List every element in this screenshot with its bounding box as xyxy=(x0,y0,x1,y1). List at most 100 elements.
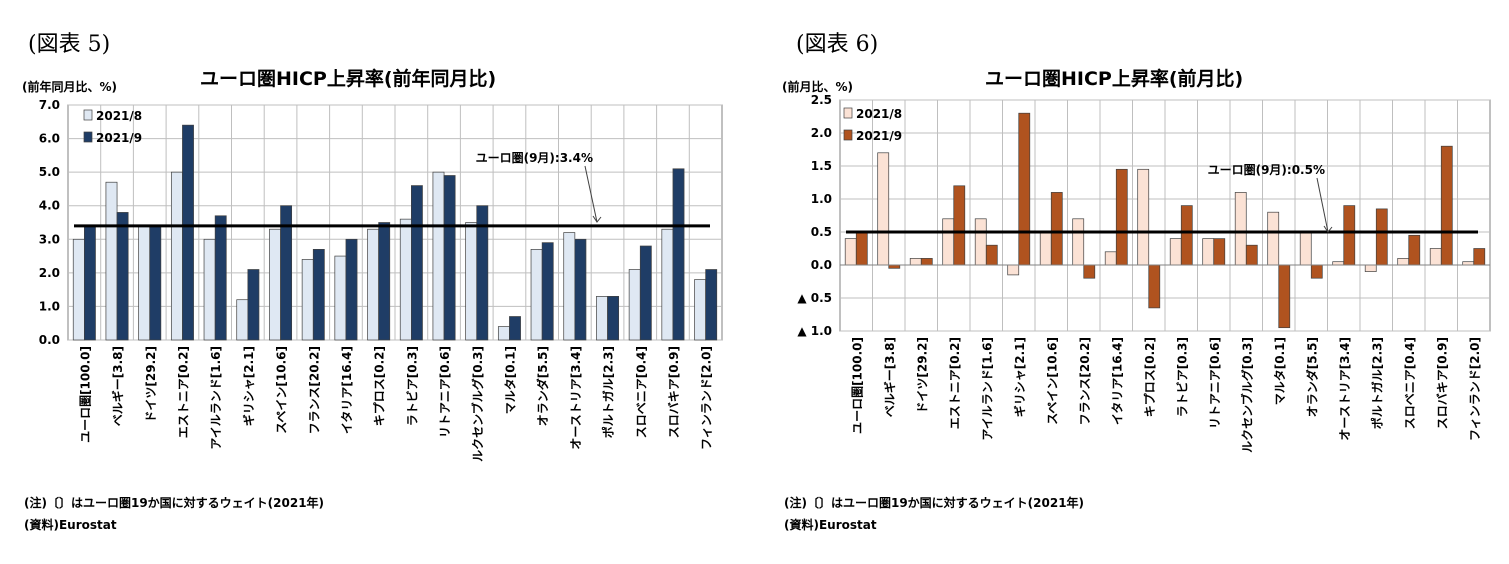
bar-series1 xyxy=(1072,218,1085,266)
bar-series2 xyxy=(1440,145,1453,266)
unit-label: (前月比、%) xyxy=(782,80,853,94)
bar-series2 xyxy=(639,245,652,341)
y-tick-label: 1.5 xyxy=(811,159,832,173)
bar-series2 xyxy=(705,269,718,341)
bar-series2 xyxy=(1083,264,1096,279)
x-tick-label: ポルトガル[2.3] xyxy=(1369,337,1384,429)
bar-series2 xyxy=(1375,208,1388,266)
bar-series1 xyxy=(628,269,641,341)
x-tick-label: ベルギー[3.8] xyxy=(882,337,897,417)
bar-series2 xyxy=(1115,168,1128,266)
legend-label: 2021/9 xyxy=(96,131,142,145)
bar-series1 xyxy=(1039,231,1052,266)
figure-label: (図表 6) xyxy=(796,32,879,57)
bar-series2 xyxy=(1278,264,1291,329)
x-tick-label: ドイツ[29.2] xyxy=(915,337,929,414)
x-tick-label: キプロス[0.2] xyxy=(1142,337,1157,417)
bar-series1 xyxy=(236,299,249,341)
bar-chart-yoy: 0.0 1.0 2.0 3.0 4.0 5.0 6.0 7.0 ユーロ圏(9月):3.4% 202… xyxy=(39,98,723,462)
bar-series1 xyxy=(269,228,281,341)
bar-series1 xyxy=(909,258,922,266)
x-tick-label: ポルトガル[2.3] xyxy=(601,346,616,438)
x-tick-label: オランダ[5.5] xyxy=(1304,337,1319,417)
figure-label: (図表 5) xyxy=(28,32,111,57)
bar-series1 xyxy=(974,218,987,266)
bar-series1 xyxy=(844,238,857,266)
x-tick-label: フランス[20.2] xyxy=(307,346,321,434)
x-tick-label: ベルギー[3.8] xyxy=(110,346,125,426)
legend-label: 2021/8 xyxy=(856,107,902,121)
bar-series1 xyxy=(1007,264,1020,276)
bar-series1 xyxy=(301,259,314,341)
bar-series2 xyxy=(1343,205,1356,266)
bar-series1 xyxy=(1364,264,1377,272)
bar-chart-mom: ▲ 1.0 ▲ 0.5 0.0 0.5 1.0 1.5 2.0 2.5 ユーロ圏(9月):0.5… xyxy=(797,93,1491,453)
x-tick-label: ユーロ圏[100.0] xyxy=(78,346,92,443)
bar-series1 xyxy=(596,296,608,341)
y-tick-label: 1.0 xyxy=(39,299,60,313)
bar-series2 xyxy=(1473,248,1486,266)
annotation-arrow xyxy=(1316,177,1329,233)
bar-series2 xyxy=(1148,264,1161,309)
bar-series2 xyxy=(1213,238,1226,266)
bar-series2 xyxy=(443,175,456,341)
bar-series1 xyxy=(1104,251,1117,266)
bar-series1 xyxy=(563,232,576,341)
bar-series1 xyxy=(1169,238,1182,266)
x-tick-label: スロバキア[0.9] xyxy=(1435,337,1449,429)
y-tick-label: 4.0 xyxy=(39,199,60,213)
x-tick-label: フィンランド[2.0] xyxy=(700,346,714,450)
x-tick-label: スロベニア[0.4] xyxy=(634,346,648,438)
legend-label: 2021/8 xyxy=(96,109,142,123)
y-tick-label: 2.0 xyxy=(811,126,832,140)
bar-series1 xyxy=(432,171,445,341)
bar-series2 xyxy=(345,238,358,341)
x-tick-label: ルクセンブルグ[0.3] xyxy=(470,346,485,462)
chart-note: (注)〔〕はユーロ圏19か国に対するウェイト(2021年) xyxy=(784,496,1085,510)
chart-title: ユーロ圏HICP上昇率(前年同月比) xyxy=(200,68,497,90)
x-tick-label: ギリシャ[2.1] xyxy=(241,346,256,426)
bar-series2 xyxy=(920,258,933,266)
y-tick-label: 0.0 xyxy=(811,258,832,272)
bar-series2 xyxy=(247,269,260,341)
bar-series2 xyxy=(476,205,489,341)
bar-series2 xyxy=(1018,112,1031,266)
x-tick-label: オーストリア[3.4] xyxy=(569,346,583,450)
y-tick-label: 3.0 xyxy=(39,232,60,246)
bar-series1 xyxy=(170,171,183,341)
annotation-arrowhead xyxy=(592,215,602,223)
bar-series2 xyxy=(378,222,391,341)
bar-series2 xyxy=(574,238,587,341)
bar-series2 xyxy=(182,124,194,341)
chart-panel-yoy: (図表 5) ユーロ圏HICP上昇率(前年同月比) (前年同月比、%) 0.0 1… xyxy=(0,0,750,564)
y-tick-label: 5.0 xyxy=(39,165,60,179)
bar-series1 xyxy=(203,238,216,341)
chart-panel-mom: (図表 6) ユーロ圏HICP上昇率(前月比) (前月比、%) ▲ 1.0 ▲ 0… xyxy=(760,0,1509,564)
x-tick-label: リトアニア[0.6] xyxy=(438,346,452,438)
bar-series1 xyxy=(105,181,118,341)
x-tick-label: スペイン[10.6] xyxy=(1045,337,1059,425)
chart-source: (資料)Eurostat xyxy=(24,518,117,532)
annotation-arrowhead xyxy=(1323,225,1333,233)
x-tick-label: ギリシャ[2.1] xyxy=(1012,337,1027,417)
x-tick-label: ラトビア[0.3] xyxy=(1174,337,1189,417)
x-tick-label: アイルランド[1.6] xyxy=(209,346,223,450)
x-tick-label: ルクセンブルグ[0.3] xyxy=(1239,337,1254,453)
x-tick-label: フランス[20.2] xyxy=(1078,337,1092,425)
bar-series1 xyxy=(942,218,955,266)
bar-series1 xyxy=(1429,248,1442,266)
y-tick-label: 0.5 xyxy=(811,225,832,239)
bar-series2 xyxy=(83,225,96,341)
x-tick-label: スロバキア[0.9] xyxy=(667,346,681,438)
bar-series1 xyxy=(1137,168,1150,266)
legend-swatch xyxy=(843,129,853,141)
x-tick-label: エストニア[0.2] xyxy=(948,337,962,429)
bar-series1 xyxy=(1234,192,1247,266)
bar-series1 xyxy=(334,255,347,341)
bar-series2 xyxy=(855,231,868,266)
y-tick-label: 2.5 xyxy=(811,93,832,107)
bar-series1 xyxy=(661,228,674,341)
x-tick-label: オランダ[5.5] xyxy=(535,346,550,426)
bar-series1 xyxy=(1267,211,1280,266)
bar-series1 xyxy=(465,222,478,341)
